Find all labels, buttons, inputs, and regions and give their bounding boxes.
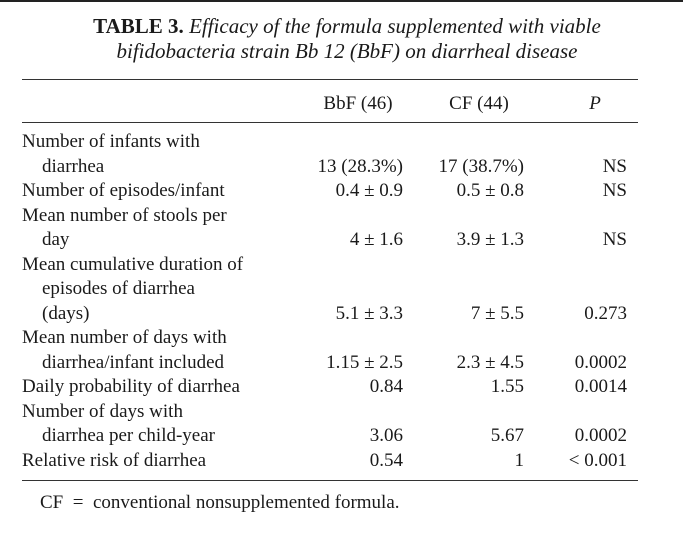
header-top-rule [22, 79, 638, 80]
row-label-line: Mean number of stools per [22, 204, 227, 226]
cell-cf: 7 ± 5.5 [470, 302, 524, 324]
cell-cf: 17 (38.7%) [438, 155, 524, 177]
row-label: Number of episodes/infant [22, 179, 302, 204]
row-label: Mean number of days with diarrhea/infant… [22, 326, 302, 375]
cell-p: 0.0002 [574, 351, 627, 373]
row-label-line: Daily probability of diarrhea [22, 376, 240, 397]
table-bottom-rule [22, 480, 638, 481]
row-label: Relative risk of diarrhea [22, 449, 302, 474]
cell-bbf: 13 (28.3%) [317, 155, 403, 177]
row-label-line: diarrhea [42, 155, 105, 177]
row-label-line: Number of days with [22, 400, 183, 422]
cell-cf: 2.3 ± 4.5 [456, 351, 524, 373]
row-label-line: diarrhea per child-year [42, 425, 216, 446]
row-label-line: day [42, 229, 70, 250]
top-border [0, 0, 683, 2]
column-header-cf: CF (44) [449, 93, 509, 114]
cell-cf: 0.5 ± 0.8 [456, 180, 524, 201]
row-label: Number of infants with diarrhea [22, 130, 302, 179]
cell-p: 0.0014 [574, 376, 627, 397]
cell-cf: 1.55 [490, 376, 524, 397]
cell-bbf: 0.84 [369, 376, 403, 397]
row-label-line: Mean cumulative duration of [22, 253, 244, 275]
cell-p: 0.273 [584, 302, 627, 324]
row-label-line: diarrhea/infant included [42, 351, 225, 373]
cell-bbf: 4 ± 1.6 [349, 229, 403, 250]
cell-bbf: 1.15 ± 2.5 [326, 351, 403, 373]
row-label: Mean number of stools per day [22, 204, 302, 253]
cell-bbf: 3.06 [369, 425, 403, 446]
row-label-line: (days) [42, 302, 90, 324]
header-bottom-rule [22, 122, 638, 123]
row-label-line: Number of infants with [22, 131, 200, 152]
cell-cf: 1 [514, 449, 525, 471]
row-label: Number of days with diarrhea per child-y… [22, 400, 302, 449]
cell-p: NS [602, 155, 627, 177]
cell-bbf: 5.1 ± 3.3 [335, 302, 403, 324]
caption-line-1: Efficacy of the formula supplemented wit… [189, 14, 601, 38]
row-label-line: Relative risk of diarrhea [22, 449, 207, 471]
cell-cf: 5.67 [490, 425, 524, 446]
cell-bbf: 0.4 ± 0.9 [335, 180, 403, 201]
column-header-bbf: BbF (46) [323, 93, 393, 114]
row-label: Daily probability of diarrhea [22, 375, 302, 400]
cell-cf: 3.9 ± 1.3 [456, 229, 524, 250]
caption-line-2: bifidobacteria strain Bb 12 (BbF) on dia… [116, 39, 578, 63]
cell-p: < 0.001 [568, 449, 627, 471]
table-footnote: CF = conventional nonsupplemented formul… [40, 492, 400, 513]
column-header-p: P [589, 93, 601, 114]
cell-p: 0.0002 [574, 425, 627, 446]
row-label-line: Mean number of days with [22, 327, 227, 348]
table-caption: TABLE 3. Efficacy of the formula supplem… [22, 14, 672, 64]
cell-p: NS [602, 229, 627, 250]
row-label-line: episodes of diarrhea [42, 278, 195, 299]
row-label: Mean cumulative duration of episodes of … [22, 253, 302, 327]
cell-p: NS [602, 180, 627, 201]
row-label-line: Number of episodes/infant [22, 180, 225, 201]
cell-bbf: 0.54 [369, 449, 403, 471]
table-number: TABLE 3. [93, 14, 184, 38]
